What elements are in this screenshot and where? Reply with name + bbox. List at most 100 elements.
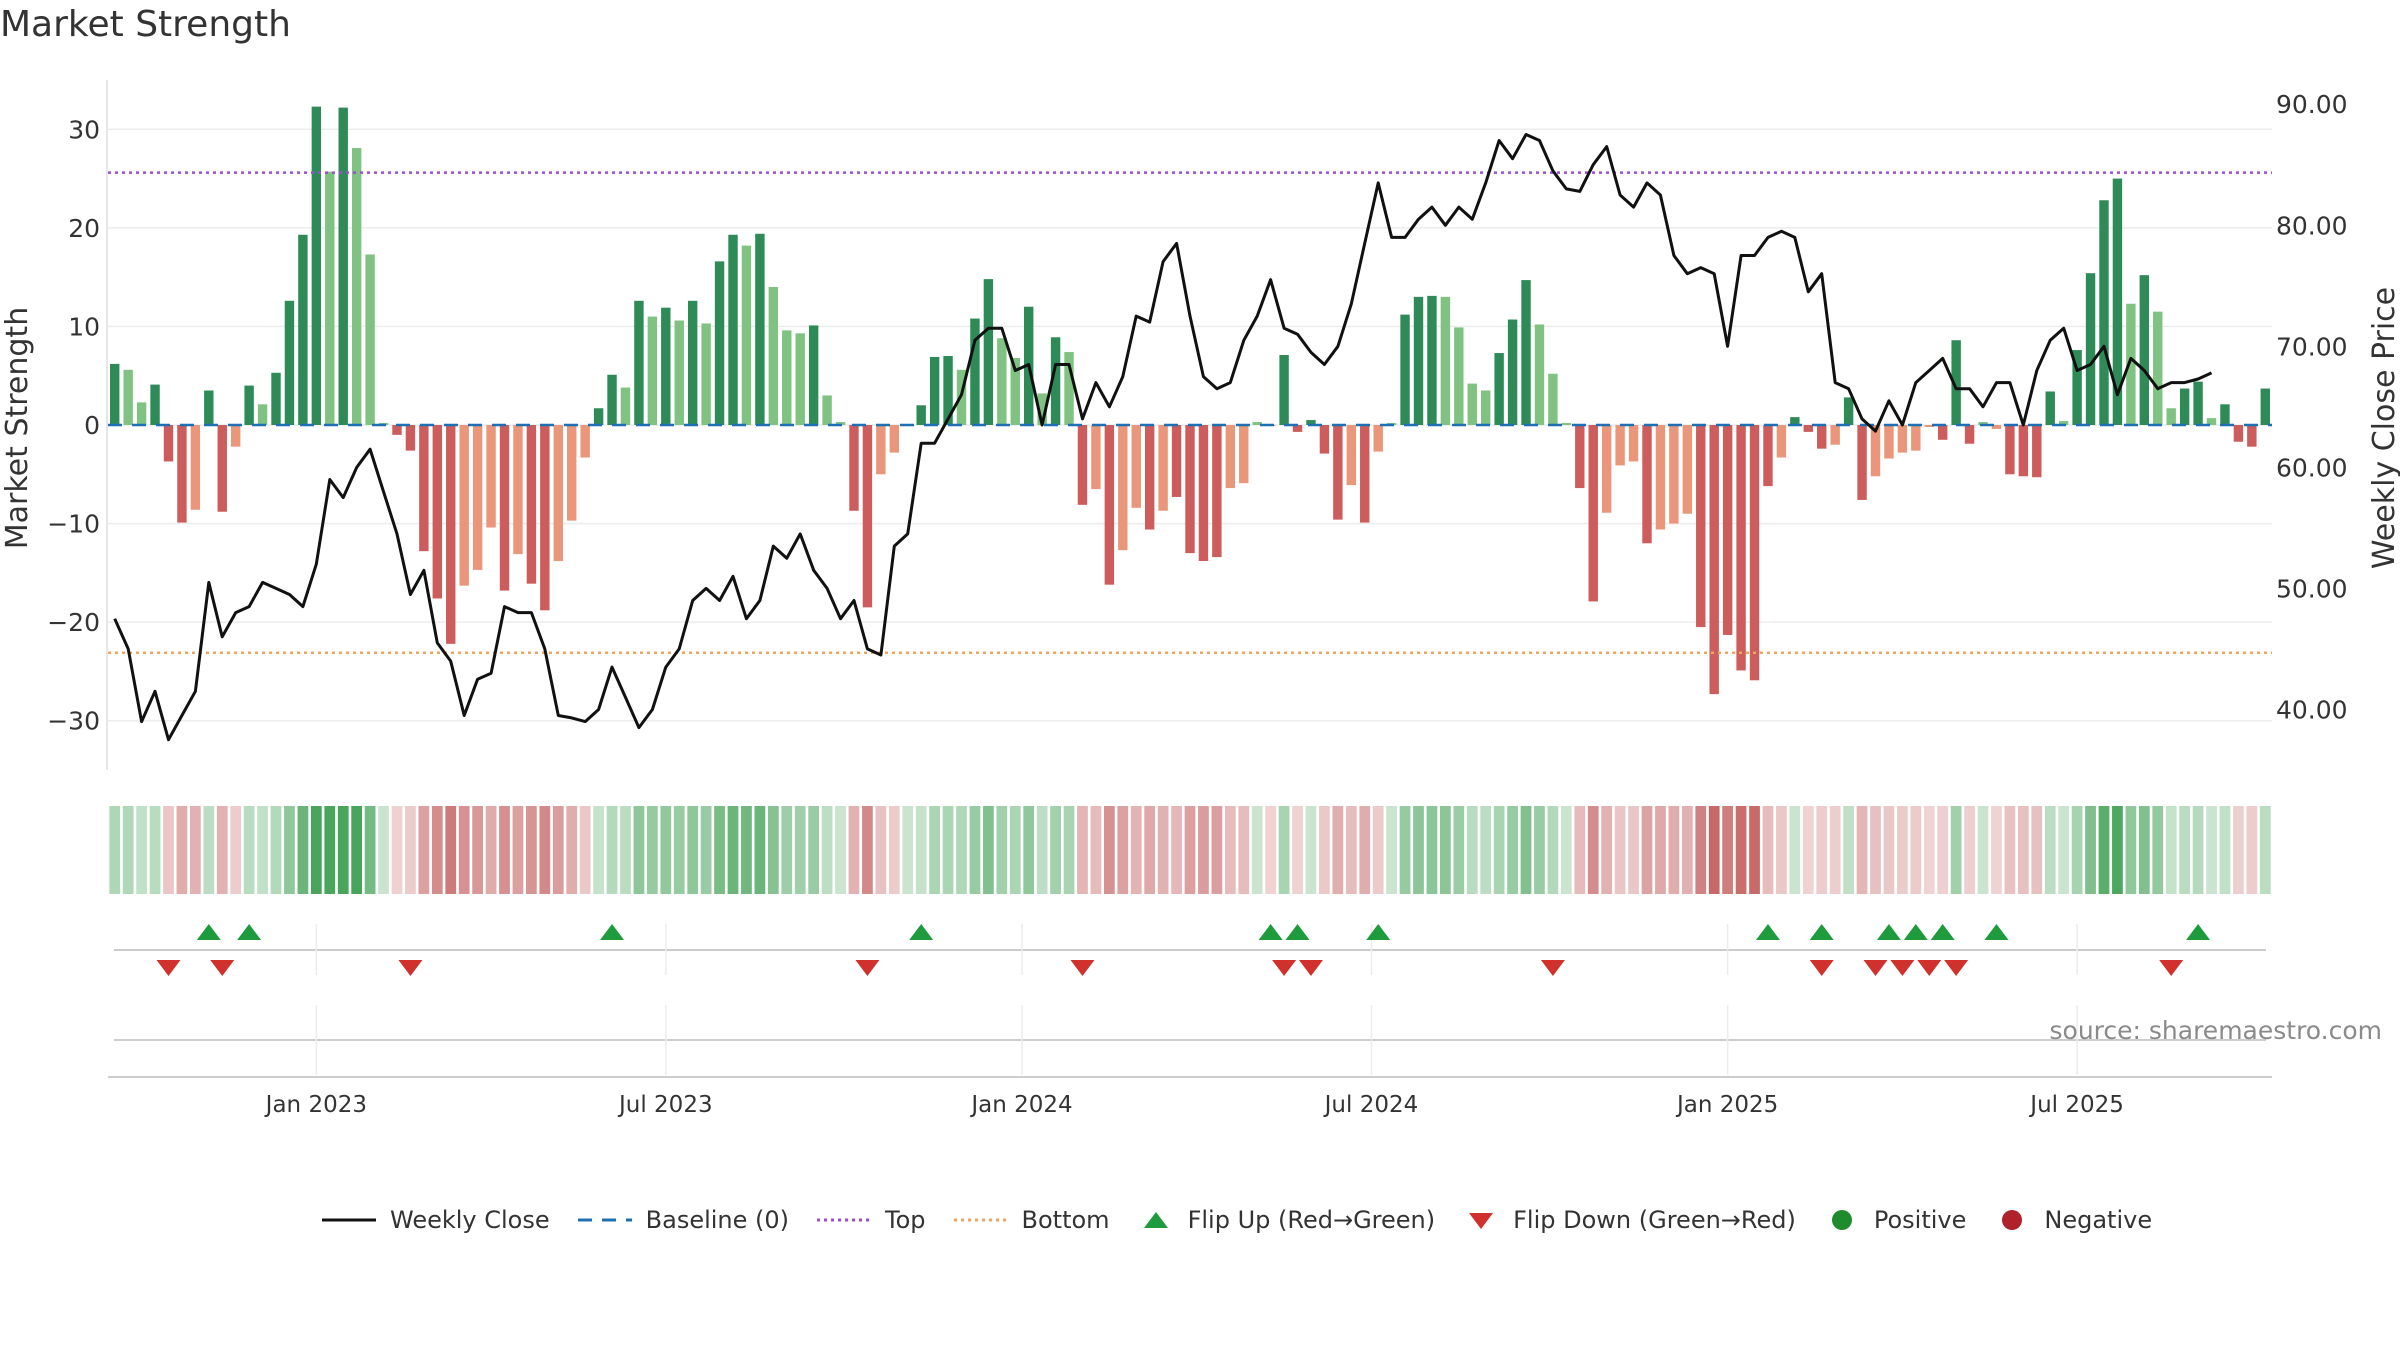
strength-bar — [835, 422, 846, 425]
intensity-cell — [526, 806, 537, 894]
weekly-close-swatch-icon — [322, 1218, 376, 1222]
intensity-cell — [593, 806, 604, 894]
strength-bar — [728, 234, 738, 425]
strength-bar — [1709, 425, 1719, 695]
strength-bar — [1521, 280, 1531, 425]
strength-bar — [1937, 425, 1948, 440]
intensity-cell — [1762, 806, 1774, 894]
strength-bar — [1171, 425, 1182, 497]
strength-bar — [634, 300, 644, 425]
strength-bar — [338, 107, 348, 425]
legend-bottom-label: Bottom — [1021, 1206, 1110, 1234]
legend-baseline-label: Baseline (0) — [645, 1206, 790, 1234]
strength-bar — [1144, 425, 1155, 530]
strength-bar — [1225, 425, 1236, 489]
strength-bar — [620, 387, 631, 425]
intensity-cell — [566, 806, 578, 894]
strength-bar — [1212, 425, 1222, 558]
intensity-cell — [378, 806, 389, 894]
flip-down-marker — [398, 960, 423, 976]
intensity-cell — [1829, 806, 1841, 894]
flip-down-marker — [1944, 960, 1969, 976]
strength-bar — [1077, 425, 1088, 505]
intensity-cell — [364, 806, 376, 894]
x-tick-label: Jan 2023 — [264, 1092, 367, 1118]
strength-bar — [943, 356, 953, 425]
strength-bar — [580, 425, 590, 458]
intensity-cell — [1265, 806, 1277, 894]
intensity-cell — [754, 806, 766, 894]
strength-bar — [1736, 425, 1746, 671]
strength-bar — [1507, 319, 1518, 425]
intensity-cell — [2192, 806, 2204, 894]
close-line-layer — [113, 133, 2213, 742]
y-tick-label: 0 — [84, 411, 100, 440]
strength-bar — [1897, 425, 1908, 453]
strength-bar — [701, 323, 711, 425]
intensity-cell — [1977, 806, 1989, 894]
intensity-cell — [2179, 806, 2191, 894]
strength-bar — [1373, 425, 1383, 452]
flip-down-marker — [1809, 960, 1834, 976]
strength-bar — [2247, 425, 2257, 447]
strength-bar — [2139, 275, 2150, 425]
intensity-cell — [835, 806, 846, 894]
strength-bar — [1884, 425, 1894, 459]
intensity-cell — [1991, 806, 2002, 894]
strength-bar — [1548, 373, 1558, 425]
flip-down-marker — [855, 960, 880, 976]
intensity-cell — [2125, 806, 2137, 894]
strength-bar — [1991, 425, 2002, 429]
intensity-cell — [2017, 806, 2029, 894]
intensity-cell — [512, 806, 524, 894]
intensity-cell — [1776, 806, 1787, 894]
intensity-cell — [1870, 806, 1881, 894]
intensity-cell — [700, 806, 712, 894]
intensity-cell — [1695, 806, 1707, 894]
intensity-cell — [1157, 806, 1169, 894]
intensity-cell — [1883, 806, 1895, 894]
strength-bar — [2072, 350, 2082, 425]
y-tick-label: −10 — [47, 510, 100, 539]
legend-negative-label: Negative — [2044, 1206, 2153, 1234]
strength-bar — [2220, 404, 2230, 425]
axes: 30 20 10 0 −10 −20 −30 90.00 80.00 70.00 60.00 50.0… — [0, 80, 2400, 770]
intensity-cell — [284, 806, 295, 894]
strength-bar — [889, 425, 900, 453]
strength-bar — [513, 425, 523, 555]
strength-bar — [1239, 425, 1249, 484]
flip-down-marker — [1890, 960, 1915, 976]
y-axis-label: Market Strength — [0, 307, 35, 549]
x-axis: Jan 2023 Jul 2023 Jan 2024 Jul 2024 Jan 2025… — [264, 1092, 2124, 1118]
intensity-cell — [310, 806, 322, 894]
y-tick-label: −20 — [47, 608, 100, 637]
weekly-close-line — [113, 133, 2213, 742]
bottom-swatch-icon — [953, 1218, 1008, 1222]
triangle-down-icon — [1469, 1213, 1494, 1229]
strength-bar — [365, 254, 375, 425]
intensity-cell — [633, 806, 645, 894]
strength-bar — [607, 374, 617, 425]
strength-bar — [1292, 425, 1303, 432]
strength-bar — [822, 395, 832, 425]
x-tick-label: Jan 2024 — [969, 1092, 1072, 1118]
intensity-cell — [1655, 806, 1666, 894]
intensity-cell — [149, 806, 161, 894]
intensity-cell — [472, 806, 484, 894]
intensity-cell — [1036, 806, 1048, 894]
strength-bar — [593, 408, 604, 425]
strength-bar — [1064, 352, 1074, 425]
reference-lines — [108, 171, 2272, 654]
strength-bar — [916, 405, 926, 425]
strength-bar — [2193, 381, 2203, 425]
strength-bar — [1185, 425, 1195, 554]
intensity-cell — [1641, 806, 1653, 894]
intensity-cell — [2246, 806, 2258, 894]
strength-bar — [1857, 425, 1867, 500]
top-swatch-icon — [817, 1218, 872, 1222]
intensity-cell — [620, 806, 631, 894]
strength-bar — [1682, 425, 1693, 514]
intensity-cell — [485, 806, 497, 894]
strength-bar — [1346, 425, 1356, 486]
strength-bar — [486, 425, 496, 528]
